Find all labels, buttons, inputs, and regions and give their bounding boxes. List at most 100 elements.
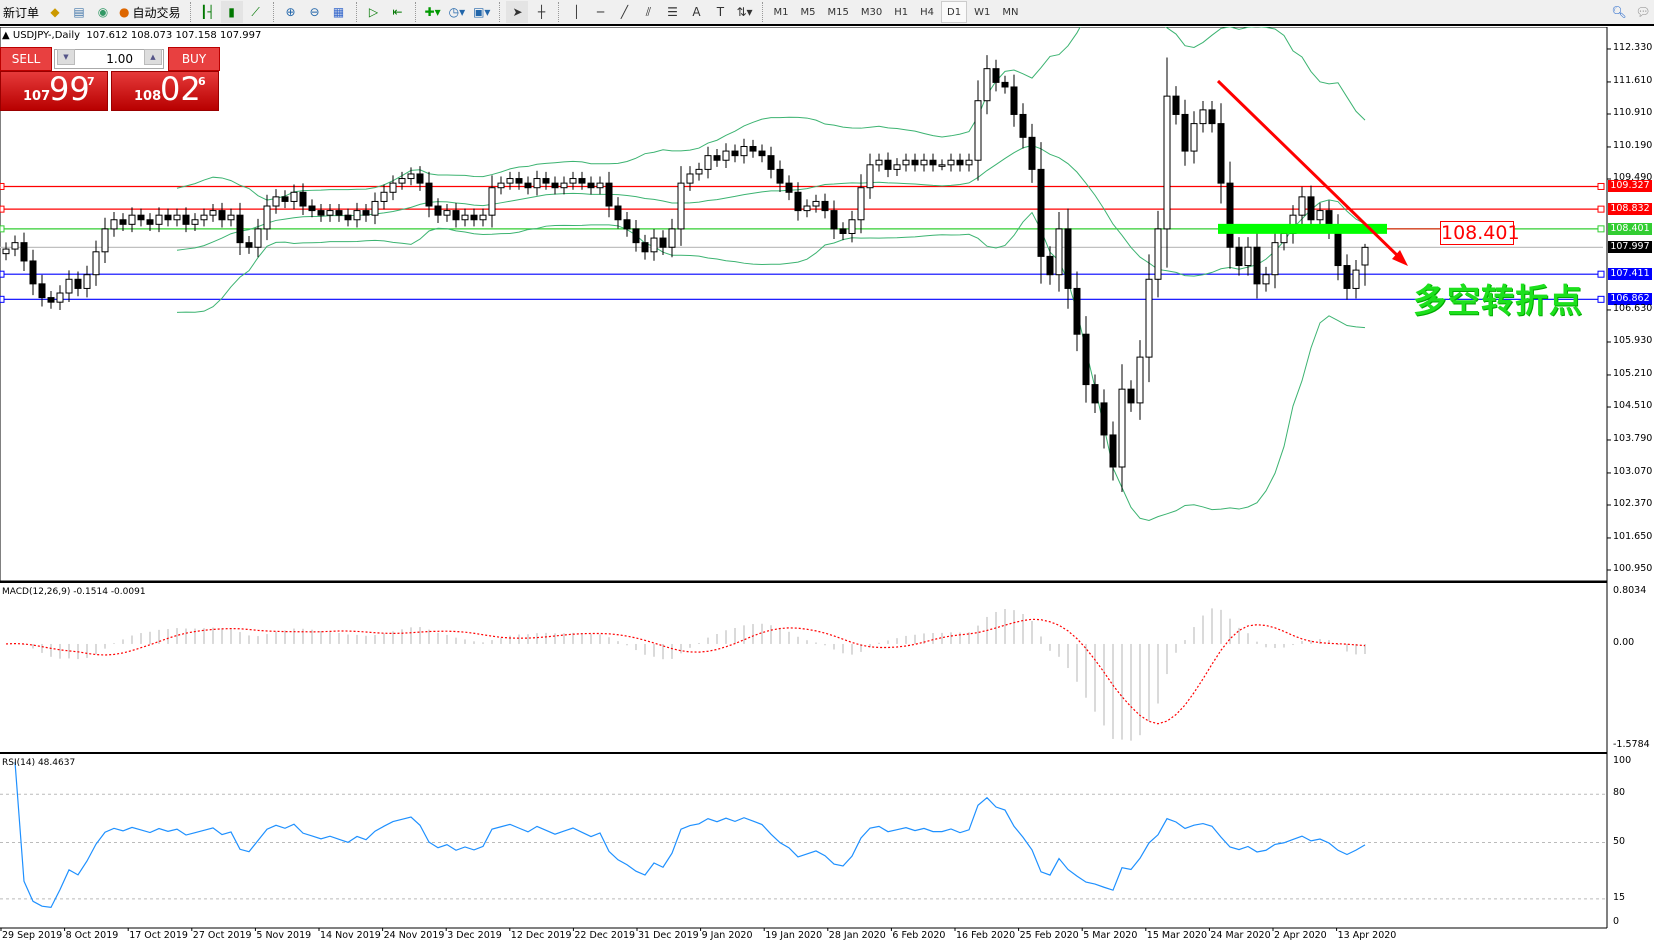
bear-candle bbox=[1001, 81, 1009, 88]
pivot-zone-bar bbox=[1218, 223, 1387, 234]
bear-candle bbox=[659, 237, 667, 248]
arrows-icon[interactable]: ⇅▾ bbox=[736, 5, 753, 19]
bear-candle bbox=[29, 260, 37, 285]
bull-candle bbox=[722, 150, 730, 161]
timeframe-m1[interactable]: M1 bbox=[773, 6, 789, 18]
time-tick-label: 28 Jan 2020 bbox=[828, 930, 886, 941]
new-order-button[interactable]: 新订单 bbox=[3, 5, 40, 20]
bear-candle bbox=[452, 210, 460, 221]
bull-candle bbox=[479, 214, 487, 221]
price-level-tag: 109.327 bbox=[1608, 180, 1652, 193]
bull-candle bbox=[596, 182, 604, 189]
price-level-tag: 108.401 bbox=[1608, 222, 1652, 235]
toolbar-separator bbox=[189, 2, 191, 22]
timeframe-w1[interactable]: W1 bbox=[974, 6, 991, 18]
cursor-icon[interactable]: ➤ bbox=[506, 1, 529, 23]
zoom-in-icon[interactable]: ⊕ bbox=[285, 5, 296, 19]
crosshair-icon[interactable]: ┼ bbox=[537, 5, 546, 19]
lot-decrease-button[interactable]: ▼ bbox=[57, 49, 75, 65]
bear-candle bbox=[785, 182, 793, 193]
timeframe-h1[interactable]: H1 bbox=[894, 6, 909, 18]
bull-candle bbox=[65, 278, 73, 294]
candle-chart-icon[interactable]: ▮ bbox=[220, 1, 243, 23]
rsi-tick-label: 0 bbox=[1613, 916, 1620, 927]
timeframe-d1[interactable]: D1 bbox=[941, 1, 968, 23]
bull-candle bbox=[920, 159, 928, 166]
fibo-fan-icon[interactable]: ☰ bbox=[667, 5, 678, 19]
buy-button[interactable]: BUY bbox=[168, 47, 220, 71]
zoom-out-icon[interactable]: ⊖ bbox=[309, 5, 320, 19]
bollinger-lower-band bbox=[176, 211, 1366, 522]
autoscroll-icon[interactable]: ▷ bbox=[368, 5, 379, 19]
bull-candle bbox=[326, 210, 334, 216]
bear-candle bbox=[542, 178, 550, 184]
bull-candle bbox=[101, 228, 109, 253]
bull-candle bbox=[1199, 109, 1207, 125]
bear-candle bbox=[308, 205, 316, 212]
market-watch-icon[interactable]: ◆ bbox=[50, 5, 60, 19]
indicators-icon[interactable]: ✚▾ bbox=[424, 5, 441, 19]
level-handle bbox=[1597, 295, 1605, 303]
text-icon[interactable]: A bbox=[692, 5, 701, 19]
bear-candle bbox=[335, 210, 343, 216]
bull-candle bbox=[92, 251, 100, 276]
bear-candle bbox=[929, 159, 937, 166]
sell-price-sup: 7 bbox=[87, 75, 95, 88]
timeframe-h4[interactable]: H4 bbox=[920, 6, 935, 18]
text-label-icon[interactable]: T bbox=[716, 5, 725, 19]
bull-candle bbox=[1190, 123, 1198, 152]
buy-price[interactable]: 108 02 6 bbox=[111, 70, 219, 111]
templates-icon[interactable]: ▣▾ bbox=[473, 5, 491, 19]
auto-trading-button[interactable]: ● 自动交易 bbox=[116, 1, 184, 23]
signals-icon[interactable]: ◉ bbox=[97, 5, 109, 19]
time-tick-label: 27 Oct 2019 bbox=[192, 930, 252, 941]
bear-candle bbox=[1037, 168, 1045, 257]
bull-candle bbox=[128, 214, 136, 225]
bull-candle bbox=[740, 145, 748, 157]
bar-chart-icon[interactable]: ┃┤ bbox=[200, 5, 215, 19]
bear-candle bbox=[587, 182, 595, 189]
sell-button[interactable]: SELL bbox=[0, 47, 52, 71]
auto-trading-icon: ● bbox=[119, 5, 130, 19]
timeframe-m30[interactable]: M30 bbox=[860, 6, 883, 18]
chart-shift-icon[interactable]: ⇤ bbox=[392, 5, 403, 19]
symbol-label: USDJPY-,Daily bbox=[12, 30, 81, 41]
bear-candle bbox=[992, 68, 1000, 83]
bear-candle bbox=[236, 214, 244, 244]
toolbar-separator bbox=[272, 2, 274, 22]
buy-price-sup: 6 bbox=[198, 75, 206, 88]
search-icon[interactable]: 🔍︎ bbox=[1611, 5, 1627, 19]
bull-candle bbox=[650, 237, 658, 253]
timeframe-m15[interactable]: M15 bbox=[827, 6, 849, 18]
bull-candle bbox=[974, 100, 982, 161]
bull-candle bbox=[983, 68, 991, 102]
line-chart-icon[interactable]: ⟋ bbox=[251, 4, 260, 19]
bull-candle bbox=[272, 196, 280, 207]
lot-increase-button[interactable]: ▲ bbox=[144, 49, 162, 65]
chart-canvas[interactable] bbox=[0, 27, 1654, 944]
data-window-icon[interactable]: ▤ bbox=[73, 5, 85, 19]
vertical-line-icon[interactable]: │ bbox=[572, 5, 581, 19]
horizontal-line-icon[interactable]: ─ bbox=[596, 5, 605, 19]
periods-icon[interactable]: ◷▾ bbox=[448, 5, 466, 19]
tile-windows-icon[interactable]: ▦ bbox=[332, 5, 345, 19]
trendline-icon[interactable]: ╱ bbox=[620, 5, 629, 19]
timeframe-m5[interactable]: M5 bbox=[800, 6, 816, 18]
bull-candle bbox=[1361, 246, 1369, 266]
timeframe-mn[interactable]: MN bbox=[1002, 6, 1019, 18]
chat-icon[interactable]: 💬︎ bbox=[1635, 5, 1651, 19]
bull-candle bbox=[965, 159, 973, 166]
lot-size-input[interactable]: 1.00 bbox=[54, 49, 164, 69]
level-handle bbox=[0, 225, 5, 233]
bear-candle bbox=[119, 219, 127, 225]
bull-candle bbox=[1163, 95, 1171, 230]
sell-price[interactable]: 107 99 7 bbox=[0, 70, 108, 111]
level-handle bbox=[1597, 270, 1605, 278]
bear-candle bbox=[1307, 196, 1315, 221]
bear-candle bbox=[551, 182, 559, 189]
bull-candle bbox=[848, 219, 856, 234]
bear-candle bbox=[1100, 402, 1108, 436]
fibonacci-icon[interactable]: ⫽ bbox=[645, 4, 652, 19]
rsi-tick-label: 80 bbox=[1613, 787, 1626, 799]
price-tick-label: 112.330 bbox=[1613, 41, 1653, 53]
